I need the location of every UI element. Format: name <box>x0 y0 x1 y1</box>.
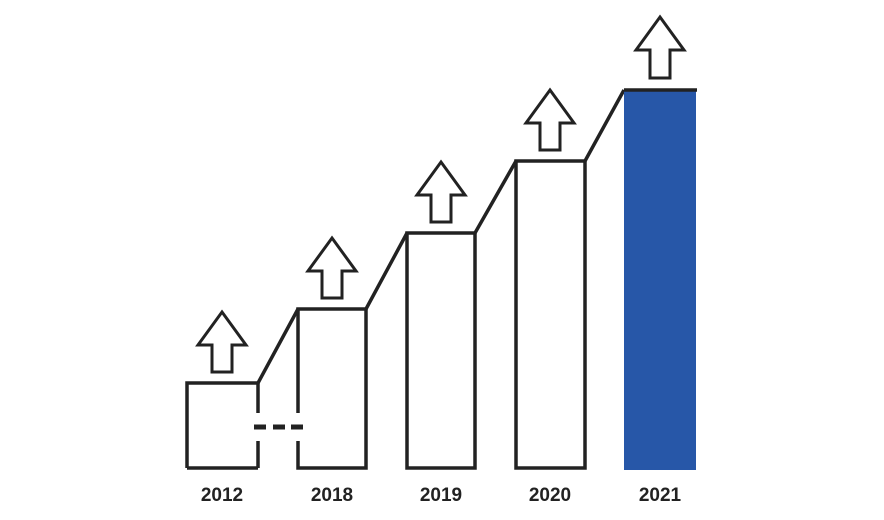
step-box <box>514 159 587 470</box>
up-arrow <box>633 14 687 80</box>
up-arrow <box>523 87 577 152</box>
up-arrow <box>414 159 468 224</box>
year-label: 2020 <box>529 485 571 506</box>
connector <box>256 89 626 384</box>
year-label: 2021 <box>639 485 682 506</box>
step-box <box>185 381 260 470</box>
year-label: 2012 <box>201 485 243 506</box>
year-label: 2018 <box>311 485 353 506</box>
up-arrow <box>305 235 359 300</box>
step-box-highlight <box>624 90 696 470</box>
step-box <box>296 307 368 470</box>
up-arrow <box>195 309 249 374</box>
year-label: 2019 <box>420 485 462 506</box>
step-box <box>405 231 477 470</box>
